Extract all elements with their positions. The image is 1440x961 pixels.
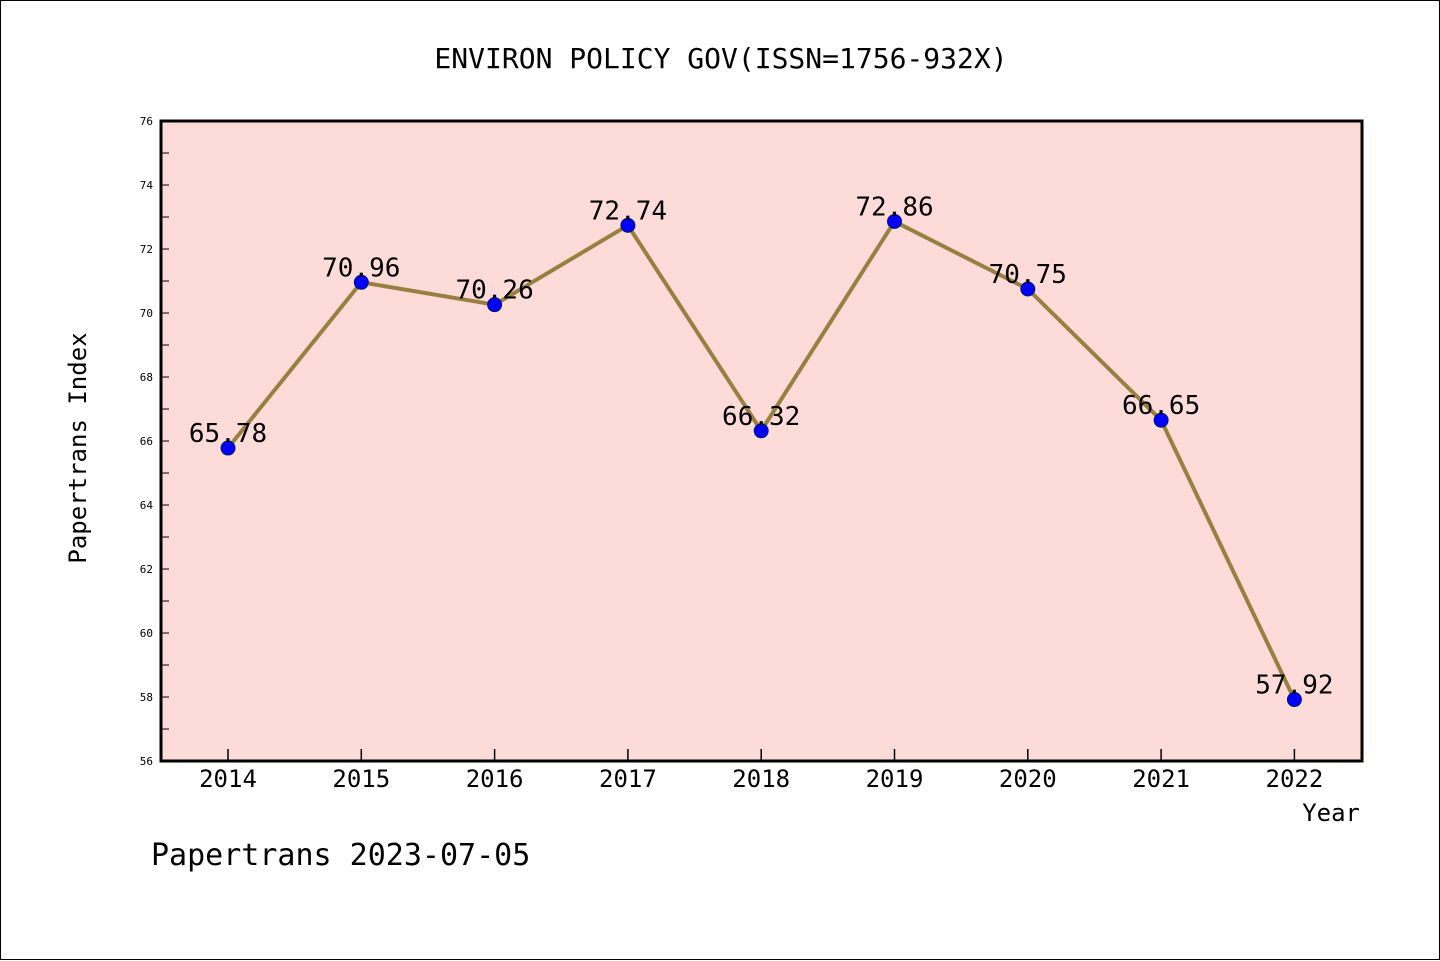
plot-border: [159, 119, 1364, 763]
data-point: [1286, 692, 1302, 708]
y-tick-label: 58: [140, 691, 153, 704]
y-tick-label: 62: [140, 563, 153, 576]
data-label: 57.92: [1255, 671, 1333, 701]
data-point: [1020, 281, 1036, 297]
data-point: [487, 297, 503, 313]
x-tick-label: 2015: [332, 765, 390, 793]
x-tick-label: 2019: [866, 765, 924, 793]
x-tick-label: 2014: [199, 765, 257, 793]
y-tick-label: 74: [140, 179, 154, 192]
data-label: 70.75: [989, 260, 1067, 290]
y-tick-label: 60: [140, 627, 153, 640]
y-tick-label: 76: [140, 115, 153, 128]
x-axis: 2014 2015 2016 2017 2018 2019 2020 2021 2022: [199, 749, 1323, 793]
data-point: [620, 217, 636, 233]
data-point: [887, 213, 902, 229]
footer-text: Papertrans 2023-07-05: [151, 838, 530, 873]
data-label: 66.65: [1122, 391, 1200, 421]
y-axis-label: Papertrans Index: [64, 332, 92, 563]
y-tick-label: 64: [140, 499, 154, 512]
y-tick-label: 68: [140, 371, 153, 384]
data-label: 72.74: [589, 196, 667, 226]
x-tick-label: 2016: [466, 765, 524, 793]
x-tick-label: 2017: [599, 765, 657, 793]
series-markers: [220, 213, 1302, 708]
data-point: [353, 274, 369, 290]
data-label: 72.86: [855, 192, 933, 222]
data-point: [1153, 412, 1169, 428]
x-tick-label: 2022: [1266, 765, 1324, 793]
data-point: [753, 423, 769, 439]
y-tick-label: 56: [140, 755, 153, 768]
x-tick-label: 2021: [1132, 765, 1190, 793]
data-labels: 65.78 70.96 70.26 72.74 66.32 72.86 70.75 66.65…: [189, 192, 1334, 700]
y-tick-label: 72: [140, 243, 153, 256]
y-tick-label: 70: [140, 307, 153, 320]
x-tick-label: 2018: [732, 765, 790, 793]
data-label: 70.26: [455, 276, 533, 306]
data-label: 70.96: [322, 253, 400, 283]
y-tick-label: 66: [140, 435, 153, 448]
data-point: [220, 440, 236, 456]
y-axis: 56 58 60 62 64 66 68 70 72 74 76: [140, 115, 169, 768]
data-label: 66.32: [722, 402, 800, 432]
data-label: 65.78: [189, 419, 267, 449]
plot-area: [161, 121, 1362, 761]
chart-title: ENVIRON POLICY GOV(ISSN=1756-932X): [434, 42, 1007, 75]
x-tick-label: 2020: [999, 765, 1057, 793]
x-axis-label: Year: [1302, 799, 1360, 827]
